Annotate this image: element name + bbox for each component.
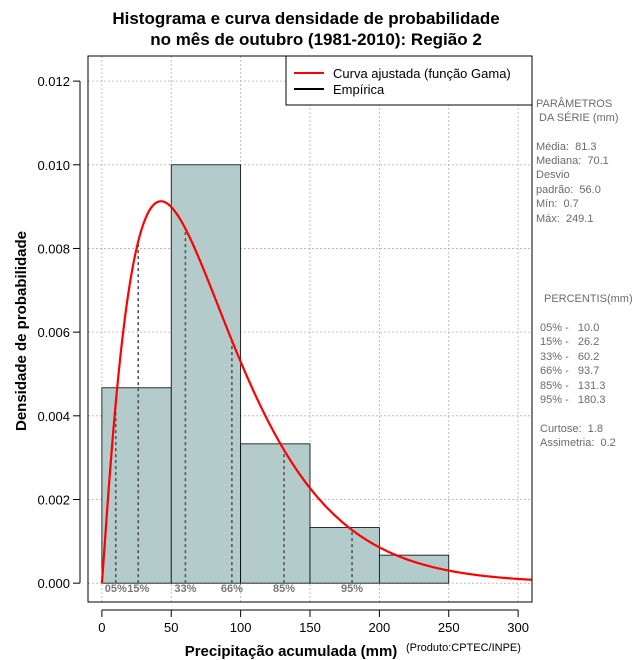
percentile-label-95%: 95% xyxy=(341,583,363,595)
y-axis: 0.000 0.002 0.004 0.006 0.008 0.010 0.012 xyxy=(37,74,81,591)
percentile-label-85%: 85% xyxy=(273,583,295,595)
x-tick-label-2: 100 xyxy=(230,620,252,635)
x-tick-label-3: 150 xyxy=(299,620,321,635)
stat-min: Mín: 0.7 xyxy=(536,198,579,210)
percentile-label-33%: 33% xyxy=(174,583,196,595)
x-axis-title: Precipitação acumulada (mm) xyxy=(185,643,398,660)
histogram-bar-2 xyxy=(240,443,311,584)
percentile-labels: 05% 15% 33% 66% 85% 95% xyxy=(105,583,364,595)
stat-skewness: Assimetria: 0.2 xyxy=(540,437,616,449)
x-tick-label-0: 0 xyxy=(98,620,105,635)
y-tick-label-0: 0.000 xyxy=(37,576,70,591)
x-axis: 0 50 100 150 200 250 300 xyxy=(98,609,529,635)
y-tick-label-2: 0.004 xyxy=(37,409,70,424)
stat-kurtosis: Curtose: 1.8 xyxy=(540,423,603,435)
chart-title-line-1: Histograma e curva densidade de probabil… xyxy=(112,9,499,28)
percentil-15: 15% - 26.2 xyxy=(540,336,599,348)
percentile-label-05%: 05% xyxy=(105,583,127,595)
histogram-bar-1 xyxy=(170,164,242,584)
stat-std-value: padrão: 56.0 xyxy=(536,184,601,196)
product-credit: (Produto:CPTEC/INPE) xyxy=(406,642,521,654)
stat-std-label: Desvio xyxy=(536,169,570,181)
gamma-fit-curve xyxy=(100,200,533,584)
y-tick-label-3: 0.006 xyxy=(37,325,70,340)
percentil-66: 66% - 93.7 xyxy=(540,365,599,377)
legend-empirical-label: Empírica xyxy=(333,82,385,97)
y-tick-label-5: 0.010 xyxy=(37,158,70,173)
y-tick-label-4: 0.008 xyxy=(37,241,70,256)
legend: Curva ajustada (função Gama) Empírica xyxy=(285,55,533,106)
x-tick-label-1: 50 xyxy=(164,620,178,635)
percentil-33: 33% - 60.2 xyxy=(540,351,599,363)
legend-box xyxy=(285,55,533,106)
histogram-bar-0 xyxy=(101,387,172,584)
params-heading-line-2: DA SÉRIE (mm) xyxy=(536,111,619,124)
x-tick-label-4: 200 xyxy=(369,620,391,635)
y-axis-title: Densidade de probabilidade xyxy=(13,231,30,431)
percentile-label-66%: 66% xyxy=(221,583,243,595)
histogram-bars xyxy=(101,164,450,584)
x-tick-label-5: 250 xyxy=(438,620,460,635)
y-tick-label-1: 0.002 xyxy=(37,492,70,507)
stat-max: Máx: 249.1 xyxy=(536,213,593,225)
percentil-95: 95% - 180.3 xyxy=(540,394,605,406)
percentis-heading: PERCENTIS(mm) xyxy=(544,293,633,305)
percentile-label-15%: 15% xyxy=(127,583,149,595)
percentil-85: 85% - 131.3 xyxy=(540,380,605,392)
legend-curve-label: Curva ajustada (função Gama) xyxy=(333,66,511,81)
params-heading-line-1: PARÂMETROS xyxy=(536,97,612,110)
stat-mean: Média: 81.3 xyxy=(536,141,597,153)
y-tick-label-6: 0.012 xyxy=(37,74,70,89)
percentil-05: 05% - 10.0 xyxy=(540,322,599,334)
series-stats-panel: PARÂMETROS DA SÉRIE (mm) Média: 81.3 Med… xyxy=(536,97,633,449)
histogram-bar-3 xyxy=(309,527,380,584)
chart-title-line-2: no mês de outubro (1981-2010): Região 2 xyxy=(150,30,482,49)
percentile-lines xyxy=(114,228,353,584)
x-tick-label-6: 300 xyxy=(507,620,529,635)
stat-median: Mediana: 70.1 xyxy=(536,155,609,167)
